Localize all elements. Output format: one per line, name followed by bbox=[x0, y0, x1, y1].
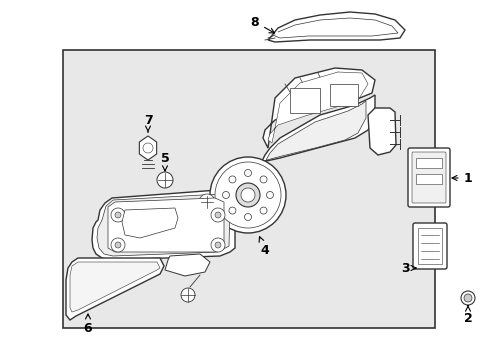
Circle shape bbox=[211, 238, 225, 252]
Polygon shape bbox=[263, 68, 375, 148]
Text: 2: 2 bbox=[464, 306, 472, 324]
Text: 5: 5 bbox=[161, 152, 170, 171]
Circle shape bbox=[229, 207, 236, 214]
Text: 7: 7 bbox=[144, 113, 152, 132]
Polygon shape bbox=[268, 72, 368, 143]
Circle shape bbox=[115, 242, 121, 248]
Circle shape bbox=[260, 207, 267, 214]
FancyBboxPatch shape bbox=[413, 223, 447, 269]
Polygon shape bbox=[139, 136, 157, 160]
Circle shape bbox=[464, 294, 472, 302]
Bar bbox=[416, 174, 442, 184]
Bar bbox=[416, 158, 442, 168]
Circle shape bbox=[111, 208, 125, 222]
Circle shape bbox=[245, 213, 251, 220]
Circle shape bbox=[245, 170, 251, 176]
Bar bbox=[63, 50, 435, 328]
Bar bbox=[330, 84, 358, 106]
Text: 3: 3 bbox=[401, 261, 416, 274]
Circle shape bbox=[260, 176, 267, 183]
Circle shape bbox=[236, 183, 260, 207]
Polygon shape bbox=[108, 198, 224, 252]
Polygon shape bbox=[263, 101, 366, 167]
Circle shape bbox=[199, 194, 215, 210]
Circle shape bbox=[210, 157, 286, 233]
Circle shape bbox=[215, 242, 221, 248]
Text: 6: 6 bbox=[84, 314, 92, 334]
Circle shape bbox=[229, 176, 236, 183]
Circle shape bbox=[115, 212, 121, 218]
Circle shape bbox=[461, 291, 475, 305]
Circle shape bbox=[267, 192, 273, 198]
Circle shape bbox=[143, 143, 153, 153]
Polygon shape bbox=[165, 254, 210, 276]
Circle shape bbox=[241, 188, 255, 202]
Polygon shape bbox=[92, 190, 235, 260]
Polygon shape bbox=[122, 208, 178, 238]
Polygon shape bbox=[368, 108, 396, 155]
Circle shape bbox=[222, 192, 229, 198]
Polygon shape bbox=[257, 95, 375, 175]
FancyBboxPatch shape bbox=[408, 148, 450, 207]
Text: 1: 1 bbox=[452, 171, 472, 185]
Bar bbox=[418, 228, 442, 264]
Polygon shape bbox=[97, 194, 230, 256]
Circle shape bbox=[215, 212, 221, 218]
Circle shape bbox=[215, 162, 281, 228]
FancyBboxPatch shape bbox=[412, 152, 446, 203]
Text: 8: 8 bbox=[251, 15, 274, 33]
Circle shape bbox=[111, 238, 125, 252]
Polygon shape bbox=[70, 262, 160, 312]
Circle shape bbox=[157, 172, 173, 188]
Polygon shape bbox=[66, 258, 164, 320]
Polygon shape bbox=[268, 12, 405, 42]
Circle shape bbox=[181, 288, 195, 302]
Text: 4: 4 bbox=[259, 237, 270, 257]
Bar bbox=[290, 88, 320, 113]
Circle shape bbox=[211, 208, 225, 222]
